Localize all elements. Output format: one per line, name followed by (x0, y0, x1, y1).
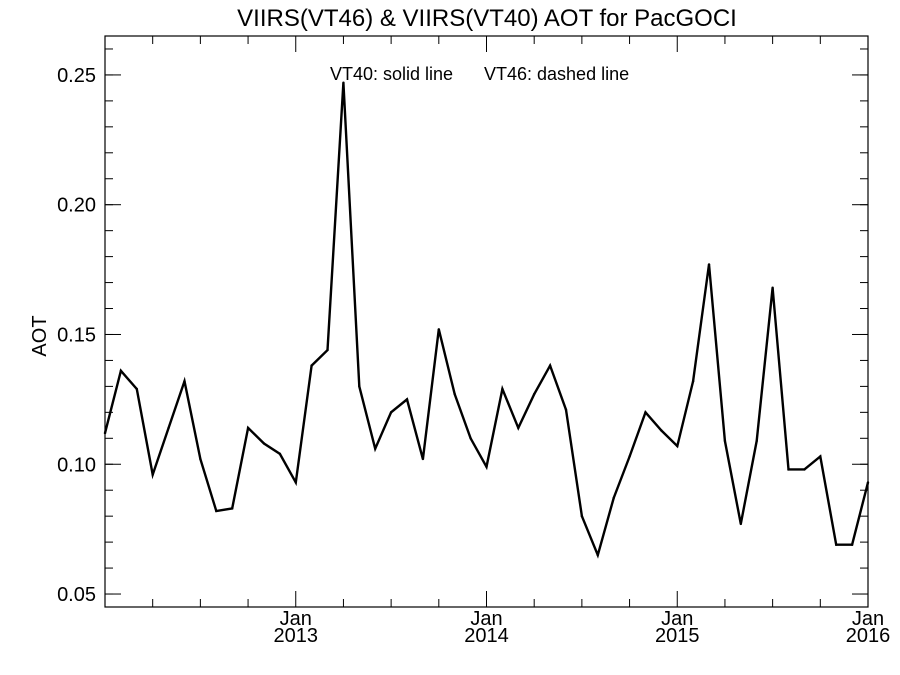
data-point (119, 369, 123, 373)
x-tick-label-year: 2015 (655, 625, 700, 647)
data-point (517, 426, 520, 430)
data-point (835, 543, 838, 546)
x-tick-label-month: Jan (470, 608, 502, 630)
data-point (358, 385, 361, 388)
data-point (850, 543, 854, 546)
data-point (215, 509, 218, 513)
data-point (485, 465, 488, 469)
data-point (596, 553, 599, 557)
data-point (167, 426, 170, 430)
data-point (707, 263, 711, 266)
data-point (135, 387, 138, 391)
data-point (676, 444, 679, 448)
annotation-vt40-solid: VT40: solid line (330, 64, 453, 84)
data-point (803, 468, 806, 471)
x-tick-label-year: 2014 (464, 625, 509, 647)
data-point (310, 364, 313, 367)
x-tick-label-month: Jan (280, 608, 312, 630)
data-point (246, 426, 250, 430)
data-point (326, 348, 329, 352)
data-point (199, 457, 202, 461)
data-point (421, 457, 425, 461)
x-tick-label-year: 2013 (274, 625, 319, 647)
x-tick-label-month: Jan (661, 608, 693, 630)
data-point (183, 379, 186, 383)
data-point (151, 473, 154, 476)
data-point (612, 496, 615, 500)
data-point (453, 392, 456, 396)
data-point (691, 379, 695, 383)
data-point (437, 328, 441, 331)
series-line-solid (103, 82, 870, 559)
data-point (230, 507, 234, 510)
data-point (342, 81, 345, 84)
data-point (103, 431, 107, 435)
data-point (723, 439, 727, 443)
y-tick-label: 0.25 (57, 65, 96, 87)
y-tick-label: 0.10 (57, 454, 96, 476)
data-point (628, 455, 631, 458)
data-point (866, 481, 870, 484)
plot-frame (104, 35, 869, 608)
x-tick-label-month: Jan (852, 608, 884, 630)
data-point (771, 286, 774, 289)
data-point (644, 411, 647, 414)
annotation-vt46-dashed: VT46: dashed line (484, 64, 629, 84)
x-tick-label-year: 2016 (846, 625, 891, 647)
data-point (532, 392, 536, 396)
data-point (389, 411, 393, 414)
y-axis-label: AOT (29, 315, 51, 356)
chart-title: VIIRS(VT46) & VIIRS(VT40) AOT for PacGOC… (237, 5, 737, 32)
data-point (548, 364, 552, 367)
data-point (374, 447, 377, 450)
data-point (564, 408, 568, 411)
y-tick-label: 0.15 (57, 324, 96, 346)
data-point (278, 452, 282, 456)
data-point (755, 439, 758, 443)
data-point (501, 387, 504, 391)
y-tick-label: 0.05 (57, 584, 96, 606)
data-point (580, 514, 584, 518)
data-point (262, 442, 266, 445)
data-point (787, 468, 790, 471)
data-point (819, 455, 822, 458)
data-point (405, 398, 409, 401)
data-point (294, 481, 297, 484)
data-point (469, 437, 472, 440)
data-point (739, 522, 743, 526)
y-tick-label: 0.20 (57, 195, 96, 217)
data-point (660, 429, 663, 432)
